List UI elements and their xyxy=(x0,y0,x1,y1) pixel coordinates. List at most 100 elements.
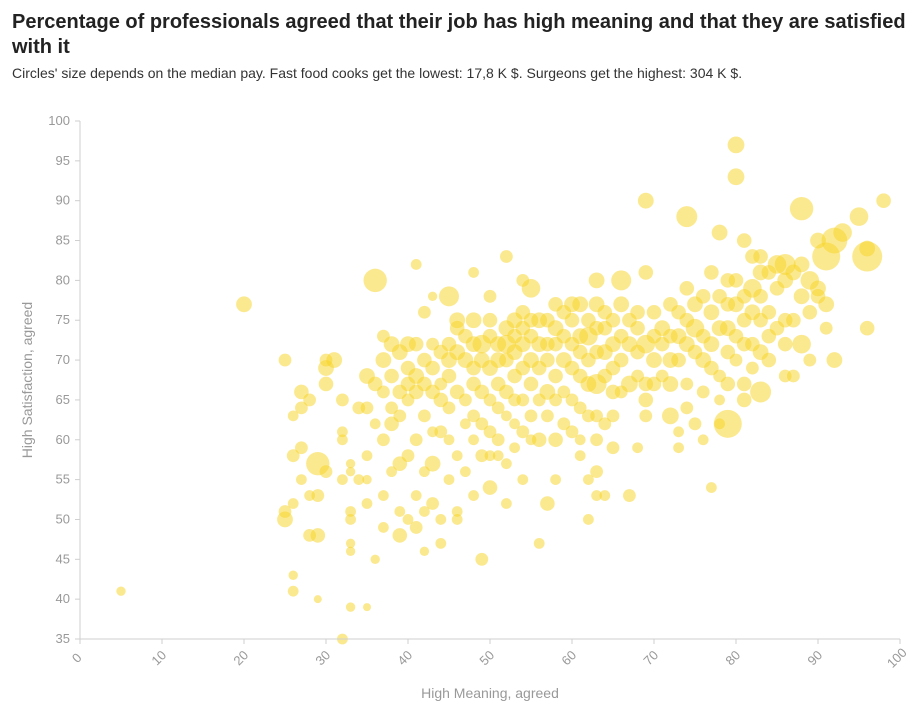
data-point[interactable] xyxy=(761,352,777,368)
data-point[interactable] xyxy=(499,352,514,368)
data-point[interactable] xyxy=(408,336,424,352)
data-point[interactable] xyxy=(532,393,546,407)
data-point[interactable] xyxy=(803,353,817,367)
data-point[interactable] xyxy=(673,442,684,454)
data-point[interactable] xyxy=(572,296,589,313)
data-point[interactable] xyxy=(410,490,422,501)
data-point[interactable] xyxy=(590,433,603,447)
data-point[interactable] xyxy=(548,368,563,384)
data-point[interactable] xyxy=(613,328,629,344)
data-point[interactable] xyxy=(500,250,513,263)
data-point[interactable] xyxy=(345,466,356,477)
data-point[interactable] xyxy=(697,434,709,446)
data-point[interactable] xyxy=(427,426,438,438)
data-point[interactable] xyxy=(385,401,398,415)
data-point[interactable] xyxy=(360,401,374,415)
data-point[interactable] xyxy=(540,496,555,511)
data-point[interactable] xyxy=(287,410,299,422)
data-point[interactable] xyxy=(614,385,628,399)
data-point[interactable] xyxy=(377,329,390,343)
data-point[interactable] xyxy=(631,369,644,383)
data-point[interactable] xyxy=(319,353,333,367)
data-point[interactable] xyxy=(393,409,407,423)
data-point[interactable] xyxy=(583,514,594,525)
data-point[interactable] xyxy=(425,360,440,376)
data-point[interactable] xyxy=(849,207,869,226)
data-point[interactable] xyxy=(377,385,390,399)
data-point[interactable] xyxy=(337,426,348,438)
data-point[interactable] xyxy=(557,385,571,399)
data-point[interactable] xyxy=(319,465,333,479)
data-point[interactable] xyxy=(753,249,768,264)
data-point[interactable] xyxy=(564,312,580,328)
data-point[interactable] xyxy=(482,312,498,328)
data-point[interactable] xyxy=(720,296,736,312)
data-point[interactable] xyxy=(573,401,587,415)
data-point[interactable] xyxy=(427,291,438,302)
data-point[interactable] xyxy=(468,267,479,278)
data-point[interactable] xyxy=(673,426,684,438)
data-point[interactable] xyxy=(303,393,316,407)
data-point[interactable] xyxy=(714,418,725,430)
data-point[interactable] xyxy=(531,432,547,448)
data-point[interactable] xyxy=(278,505,292,518)
data-point[interactable] xyxy=(613,352,629,368)
data-point[interactable] xyxy=(695,289,711,304)
data-point[interactable] xyxy=(789,196,814,221)
data-point[interactable] xyxy=(549,393,562,407)
data-point[interactable] xyxy=(736,312,752,328)
data-point[interactable] xyxy=(236,296,252,313)
data-point[interactable] xyxy=(687,344,703,360)
data-point[interactable] xyxy=(524,409,538,423)
data-point[interactable] xyxy=(409,521,423,534)
data-point[interactable] xyxy=(613,296,630,313)
data-point[interactable] xyxy=(777,336,793,352)
data-point[interactable] xyxy=(637,192,654,209)
data-point[interactable] xyxy=(696,385,710,399)
data-point[interactable] xyxy=(434,377,448,391)
data-point[interactable] xyxy=(375,352,392,368)
data-point[interactable] xyxy=(793,256,810,273)
data-point[interactable] xyxy=(384,368,399,384)
data-point[interactable] xyxy=(418,305,431,319)
data-point[interactable] xyxy=(550,474,561,486)
data-point[interactable] xyxy=(501,410,512,422)
data-point[interactable] xyxy=(646,352,662,368)
data-point[interactable] xyxy=(876,193,891,208)
data-point[interactable] xyxy=(859,320,875,336)
data-point[interactable] xyxy=(345,546,356,557)
data-point[interactable] xyxy=(451,450,463,462)
data-point[interactable] xyxy=(378,522,389,533)
data-point[interactable] xyxy=(509,418,520,430)
data-point[interactable] xyxy=(460,466,471,478)
data-point[interactable] xyxy=(409,433,423,447)
data-point[interactable] xyxy=(466,360,481,376)
data-point[interactable] xyxy=(540,312,555,328)
data-point[interactable] xyxy=(728,273,744,288)
data-point[interactable] xyxy=(400,360,416,376)
data-point[interactable] xyxy=(288,570,298,580)
data-point[interactable] xyxy=(750,381,772,403)
data-point[interactable] xyxy=(679,312,695,328)
data-point[interactable] xyxy=(361,450,373,462)
data-point[interactable] xyxy=(565,393,579,407)
data-point[interactable] xyxy=(746,361,759,375)
data-point[interactable] xyxy=(745,336,760,352)
data-point[interactable] xyxy=(761,304,777,320)
data-point[interactable] xyxy=(451,506,463,517)
data-point[interactable] xyxy=(303,529,316,542)
data-point[interactable] xyxy=(792,334,811,354)
data-point[interactable] xyxy=(337,434,348,446)
data-point[interactable] xyxy=(572,368,588,384)
data-point[interactable] xyxy=(443,474,455,486)
data-point[interactable] xyxy=(410,259,422,270)
data-point[interactable] xyxy=(435,514,447,525)
data-point[interactable] xyxy=(286,449,300,463)
data-point[interactable] xyxy=(363,603,371,612)
data-point[interactable] xyxy=(638,392,654,408)
data-point[interactable] xyxy=(676,206,698,228)
data-point[interactable] xyxy=(533,537,545,549)
data-point[interactable] xyxy=(377,433,390,447)
data-point[interactable] xyxy=(565,425,579,439)
data-point[interactable] xyxy=(278,353,292,367)
